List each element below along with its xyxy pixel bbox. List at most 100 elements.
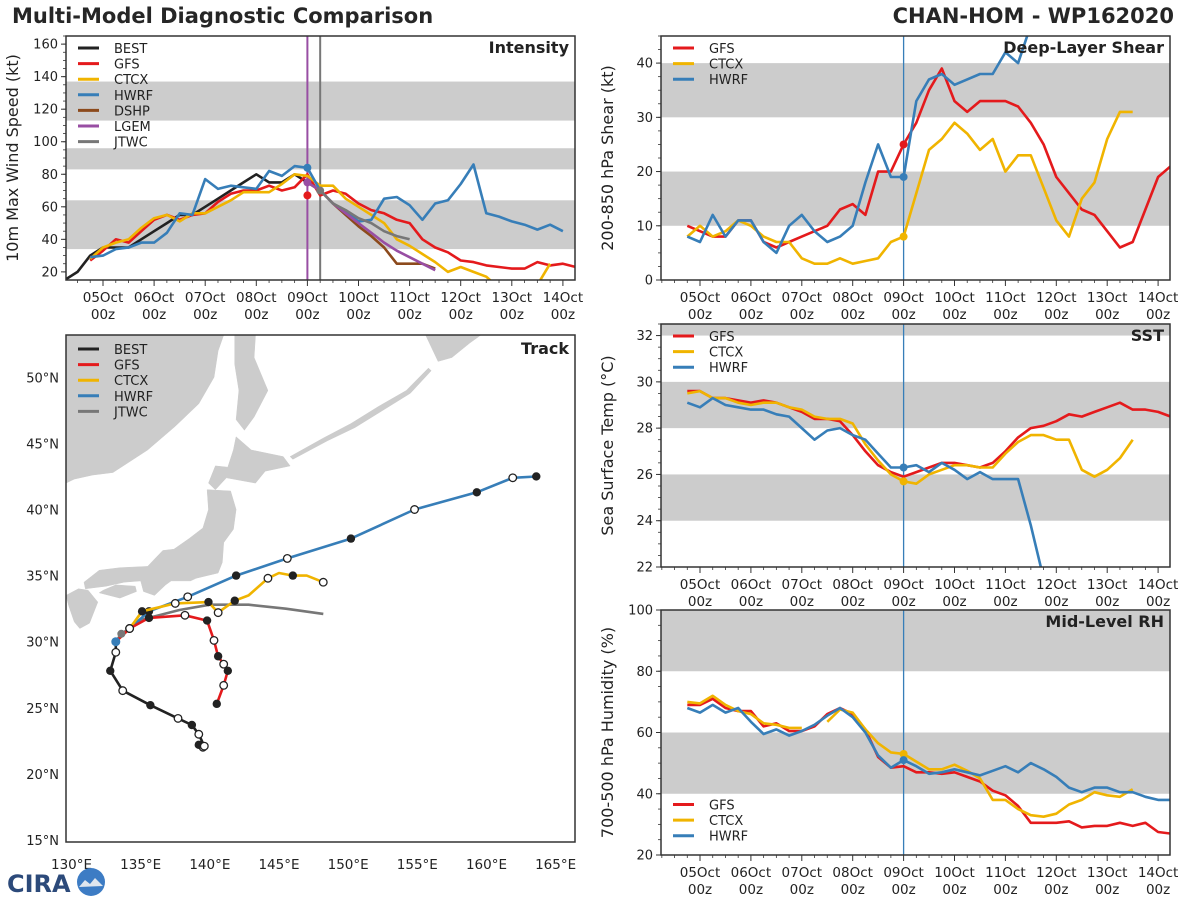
track-point-filled [144, 613, 154, 623]
x-tick-label: 00z [688, 307, 712, 323]
shaded-band [661, 381, 1170, 429]
x-tick-label: 07Oct [185, 290, 226, 306]
track-point-open [180, 610, 190, 620]
init-marker-hwrf [899, 756, 908, 765]
track-point-filled [106, 666, 115, 675]
x-tick-label: 00z [1044, 307, 1068, 323]
y-tick-label: 40 [41, 233, 58, 248]
init-marker-lgem [303, 178, 312, 187]
chart-sst: 22242628303205Oct00z06Oct00z07Oct00z08Oc… [598, 323, 1178, 610]
x-tick-label: 10Oct [934, 290, 975, 306]
track-point-open [173, 713, 183, 723]
x-tick-label: 00z [500, 307, 524, 323]
y-tick-label: 80 [636, 665, 653, 680]
x-tick-label: 07Oct [782, 577, 823, 593]
x-tick-label: 08Oct [236, 290, 277, 306]
land-hokkaido [208, 436, 291, 491]
x-tick-label: 00z [993, 307, 1017, 323]
legend-label: GFS [114, 359, 140, 374]
x-tick-label: 00z [891, 882, 915, 898]
x-tick-label: 09Oct [883, 865, 924, 881]
legend-item-ctcx: CTCX [673, 58, 743, 73]
legend-item-ctcx: CTCX [673, 814, 743, 829]
legend-item-ctcx: CTCX [78, 73, 148, 88]
lat-tick-label: 25°N [26, 702, 59, 717]
current-position-marker [111, 637, 121, 647]
x-tick-label: 00z [891, 307, 915, 323]
legend-item-hwrf: HWRF [673, 830, 748, 845]
x-tick-label: 07Oct [782, 865, 823, 881]
x-tick-label: 11Oct [985, 577, 1026, 593]
track-point-filled [202, 616, 212, 625]
x-tick-label: 00z [551, 307, 575, 323]
legend-label: HWRF [114, 390, 153, 405]
x-tick-label: 00z [942, 594, 966, 610]
y-tick-label: 30 [636, 375, 653, 390]
x-tick-label: 12Oct [1036, 577, 1077, 593]
x-tick-label: 13Oct [492, 290, 533, 306]
shaded-band [661, 324, 1170, 336]
series-line-ctcx [687, 694, 802, 730]
init-marker-ctcx [899, 749, 908, 758]
lat-tick-label: 45°N [26, 437, 59, 452]
logo-text: CIRA [7, 870, 71, 898]
legend-label: LGEM [114, 120, 151, 135]
legend-label: JTWC [113, 136, 148, 151]
track-point-filled [230, 596, 239, 605]
series-line-gfs [687, 389, 1170, 479]
track-point-open [410, 505, 420, 514]
x-tick-label: 00z [1146, 882, 1170, 898]
x-tick-label: 00z [91, 307, 115, 323]
init-marker-hwrf [303, 163, 312, 172]
y-tick-label: 120 [33, 103, 58, 118]
x-tick-label: 00z [688, 882, 712, 898]
x-tick-label: 05Oct [680, 865, 721, 881]
land-asia-mainland [66, 335, 224, 484]
legend-label: DSHP [114, 104, 150, 119]
x-tick-label: 09Oct [883, 577, 924, 593]
x-tick-label: 05Oct [83, 290, 124, 306]
panel-title: SST [1131, 326, 1164, 345]
lat-tick-label: 30°N [26, 636, 59, 651]
x-tick-label: 05Oct [680, 290, 721, 306]
init-marker-hwrf [899, 172, 908, 181]
x-tick-label: 10Oct [338, 290, 379, 306]
track-point-open [170, 598, 180, 608]
legend-item-jtwc: JTWC [78, 405, 148, 420]
init-marker-gfs [303, 191, 312, 200]
x-tick-label: 00z [1044, 882, 1068, 898]
track-point-filled [212, 699, 221, 709]
x-tick-label: 12Oct [440, 290, 481, 306]
legend-item-hwrf: HWRF [78, 390, 153, 405]
legend-label: GFS [709, 330, 735, 345]
lon-tick-label: 150°E [328, 857, 369, 873]
track-point-filled [231, 571, 241, 580]
storm-title: CHAN-HOM - WP162020 [892, 4, 1174, 28]
legend-label: HWRF [709, 73, 748, 88]
series-line-ctcx [686, 110, 1133, 266]
chart-rh: 2040608010005Oct00z06Oct00z07Oct00z08Oct… [598, 604, 1178, 899]
x-tick-label: 05Oct [680, 577, 721, 593]
track-point-filled [137, 607, 147, 616]
lon-tick-label: 135°E [120, 857, 161, 873]
lon-tick-label: 165°E [535, 857, 576, 873]
track-point-open [111, 647, 121, 657]
x-tick-label: 08Oct [832, 577, 873, 593]
y-tick-label: 40 [636, 57, 653, 72]
track-point-filled [346, 534, 356, 543]
chart-track: 15°N 20°N 25°N 30°N 35°N 40°N 45°N 50°N 130°E 135… [26, 334, 576, 873]
x-tick-label: 00z [1095, 594, 1119, 610]
x-tick-label: 00z [993, 594, 1017, 610]
x-tick-label: 00z [244, 307, 268, 323]
x-tick-label: 11Oct [985, 290, 1026, 306]
land-kamchatka [425, 335, 482, 362]
y-tick-label: 40 [636, 787, 653, 802]
lon-tick-label: 140°E [189, 857, 230, 873]
lat-tick-label: 40°N [26, 504, 59, 519]
x-tick-label: 00z [1095, 307, 1119, 323]
panel-title: Mid-Level RH [1045, 612, 1164, 631]
legend-item-lgem: LGEM [78, 120, 151, 135]
